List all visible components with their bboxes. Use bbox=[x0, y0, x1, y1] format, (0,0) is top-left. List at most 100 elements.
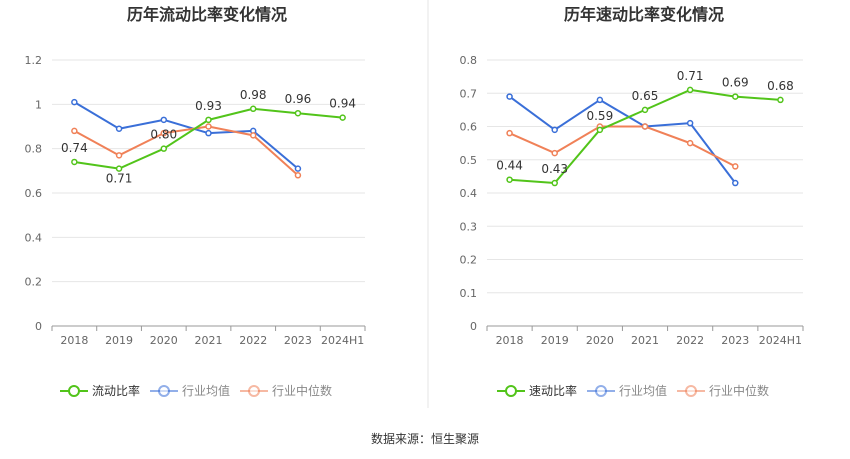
current-ratio-x-tick-label: 2019 bbox=[105, 334, 133, 347]
current-ratio-data-point bbox=[294, 165, 302, 172]
current-ratio-y-tick-label: 1.2 bbox=[25, 54, 43, 67]
current-ratio-data-point bbox=[205, 129, 212, 137]
quick-ratio-data-label: 0.71 bbox=[677, 69, 704, 83]
quick-ratio-legend-marker bbox=[595, 385, 607, 397]
quick-ratio-x-tick-label: 2018 bbox=[496, 334, 524, 347]
current-ratio-data-point bbox=[249, 105, 257, 113]
current-ratio-title: 历年流动比率变化情况 bbox=[127, 5, 287, 24]
quick-ratio-data-point bbox=[596, 96, 604, 104]
current-ratio-data-label: 0.71 bbox=[106, 172, 133, 186]
quick-ratio-data-point bbox=[506, 176, 513, 183]
quick-ratio-y-tick-label: 0.7 bbox=[460, 87, 478, 100]
current-ratio-data-point bbox=[71, 127, 78, 135]
current-ratio-data-point bbox=[71, 158, 78, 166]
current-ratio-legend-marker bbox=[68, 385, 80, 397]
current-ratio-x-tick-label: 2020 bbox=[150, 334, 178, 347]
current-ratio-data-point bbox=[160, 116, 168, 124]
current-ratio-data-point bbox=[160, 129, 168, 137]
current-ratio-y-tick-label: 0.4 bbox=[25, 231, 43, 244]
current-ratio-legend-label: 流动比率 bbox=[92, 383, 140, 398]
quick-ratio-legend-label: 行业均值 bbox=[619, 383, 667, 398]
current-ratio-chart: 历年流动比率变化情况 0 0.2 0.4 0.6 0.8 1 1.2 2018 2019 2020 2… bbox=[25, 5, 366, 398]
current-ratio-x-tick-label: 2023 bbox=[284, 334, 312, 347]
quick-ratio-data-point bbox=[551, 149, 558, 157]
current-ratio-y-tick-label: 0.8 bbox=[25, 143, 43, 156]
current-ratio-data-point bbox=[294, 172, 302, 179]
current-ratio-data-point bbox=[294, 109, 302, 117]
current-ratio-data-label: 0.80 bbox=[150, 128, 177, 142]
current-ratio-series-line-2 bbox=[73, 125, 299, 177]
quick-ratio-data-point bbox=[686, 86, 694, 94]
current-ratio-data-point bbox=[205, 116, 212, 124]
current-ratio-x-tick-label: 2024H1 bbox=[321, 334, 364, 347]
current-ratio-data-point bbox=[249, 132, 257, 139]
quick-ratio-title: 历年速动比率变化情况 bbox=[564, 5, 724, 24]
quick-ratio-y-tick-label: 0.8 bbox=[460, 54, 478, 67]
current-ratio-legend-marker bbox=[158, 385, 170, 397]
quick-ratio-legend-marker bbox=[685, 385, 697, 397]
current-ratio-legend-label: 行业均值 bbox=[182, 383, 230, 398]
current-ratio-data-point bbox=[71, 98, 78, 106]
current-ratio-legend-marker bbox=[248, 385, 260, 397]
current-ratio-data-label: 0.94 bbox=[329, 97, 356, 111]
quick-ratio-data-label: 0.59 bbox=[586, 109, 613, 123]
quick-ratio-y-tick-label: 0.4 bbox=[460, 187, 478, 200]
quick-ratio-legend-label: 行业中位数 bbox=[709, 383, 769, 398]
current-ratio-legend-label: 行业中位数 bbox=[272, 383, 332, 398]
quick-ratio-data-point bbox=[641, 106, 649, 114]
quick-ratio-data-label: 0.69 bbox=[722, 76, 749, 90]
quick-ratio-data-label: 0.44 bbox=[496, 159, 523, 173]
data-source-note: 数据来源：恒生聚源 bbox=[371, 431, 479, 446]
quick-ratio-data-point bbox=[506, 129, 513, 137]
current-ratio-data-label: 0.96 bbox=[285, 92, 312, 106]
quick-ratio-x-tick-label: 2022 bbox=[676, 334, 704, 347]
quick-ratio-data-point bbox=[506, 93, 513, 100]
quick-ratio-y-tick-label: 0.3 bbox=[460, 220, 478, 233]
quick-ratio-data-point bbox=[551, 179, 558, 187]
quick-ratio-data-point bbox=[596, 126, 604, 134]
quick-ratio-data-point bbox=[686, 119, 694, 127]
current-ratio-y-tick-label: 1 bbox=[35, 98, 42, 111]
quick-ratio-y-tick-label: 0.5 bbox=[460, 154, 478, 167]
quick-ratio-chart: 历年速动比率变化情况 0 0.1 0.2 0.3 0.4 0.5 0.6 0.7 0.8 2018 2… bbox=[460, 5, 804, 398]
quick-ratio-data-point bbox=[732, 93, 739, 100]
quick-ratio-data-point bbox=[732, 163, 739, 170]
quick-ratio-data-point bbox=[641, 123, 649, 130]
quick-ratio-x-tick-label: 2019 bbox=[541, 334, 569, 347]
current-ratio-x-tick-label: 2018 bbox=[60, 334, 88, 347]
current-ratio-data-point bbox=[115, 165, 123, 172]
quick-ratio-legend-label: 速动比率 bbox=[529, 383, 577, 398]
quick-ratio-data-label: 0.43 bbox=[541, 162, 568, 176]
quick-ratio-y-tick-label: 0 bbox=[470, 320, 477, 333]
quick-ratio-data-point bbox=[551, 126, 558, 134]
current-ratio-data-point bbox=[339, 114, 346, 121]
current-ratio-data-label: 0.74 bbox=[61, 141, 88, 155]
current-ratio-data-point bbox=[205, 123, 212, 130]
current-ratio-x-tick-label: 2021 bbox=[195, 334, 223, 347]
quick-ratio-data-point bbox=[732, 179, 739, 187]
quick-ratio-data-point bbox=[777, 96, 784, 104]
current-ratio-data-label: 0.93 bbox=[195, 99, 222, 113]
quick-ratio-series-line-1 bbox=[508, 95, 737, 184]
current-ratio-data-point bbox=[115, 125, 123, 132]
quick-ratio-x-tick-label: 2023 bbox=[721, 334, 749, 347]
quick-ratio-series-line-2 bbox=[509, 125, 736, 168]
quick-ratio-data-point bbox=[686, 139, 694, 147]
quick-ratio-y-tick-label: 0.2 bbox=[460, 254, 478, 267]
current-ratio-y-tick-label: 0.6 bbox=[25, 187, 43, 200]
current-ratio-data-point bbox=[115, 152, 123, 159]
current-ratio-y-tick-label: 0.2 bbox=[25, 276, 43, 289]
current-ratio-series-line-1 bbox=[73, 101, 299, 170]
quick-ratio-data-label: 0.65 bbox=[632, 89, 659, 103]
quick-ratio-x-tick-label: 2021 bbox=[631, 334, 659, 347]
current-ratio-y-tick-label: 0 bbox=[35, 320, 42, 333]
quick-ratio-x-tick-label: 2020 bbox=[586, 334, 614, 347]
current-ratio-data-point bbox=[160, 145, 168, 152]
current-ratio-x-tick-label: 2022 bbox=[239, 334, 267, 347]
quick-ratio-x-tick-label: 2024H1 bbox=[759, 334, 802, 347]
current-ratio-data-label: 0.98 bbox=[240, 88, 267, 102]
quick-ratio-legend-marker bbox=[505, 385, 517, 397]
quick-ratio-y-tick-label: 0.1 bbox=[460, 287, 478, 300]
quick-ratio-data-label: 0.68 bbox=[767, 79, 794, 93]
